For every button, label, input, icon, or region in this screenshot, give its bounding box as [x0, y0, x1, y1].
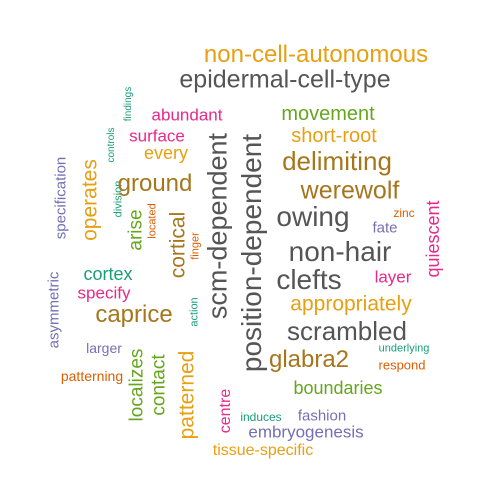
word-caprice: caprice: [95, 301, 173, 328]
word-respond: respond: [378, 357, 426, 373]
word-surface: surface: [129, 126, 185, 146]
word-arise: arise: [125, 209, 147, 251]
word-zinc: zinc: [393, 206, 415, 220]
word-movement: movement: [281, 103, 375, 125]
word-patterning: patterning: [60, 368, 124, 384]
word-specification: specification: [52, 156, 70, 240]
word-non-cell-autonomous: non-cell-autonomous: [203, 41, 429, 68]
word-fate: fate: [372, 219, 398, 237]
word-action: action: [188, 297, 201, 327]
word-embryogenesis: embryogenesis: [248, 422, 364, 442]
word-centre: centre: [217, 388, 234, 434]
word-contact: contact: [148, 354, 170, 416]
word-non-hair: non-hair: [288, 236, 392, 267]
word-ground: ground: [117, 170, 193, 197]
word-layer: layer: [374, 267, 412, 287]
word-delimiting: delimiting: [282, 146, 392, 176]
word-larger: larger: [86, 340, 122, 356]
word-short-root: short-root: [291, 125, 377, 147]
word-fashion: fashion: [297, 407, 347, 425]
word-findings: findings: [123, 86, 134, 122]
word-owing: owing: [276, 201, 350, 232]
word-cortical: cortical: [166, 211, 190, 279]
word-appropriately: appropriately: [290, 292, 412, 316]
word-specify: specify: [77, 283, 131, 303]
word-induces: induces: [240, 410, 282, 424]
word-glabra2: glabra2: [268, 346, 350, 373]
word-operates: operates: [78, 159, 102, 241]
word-patterned: patterned: [175, 350, 199, 440]
word-scrambled: scrambled: [287, 316, 407, 346]
word-finger: finger: [189, 232, 202, 260]
word-cortex: cortex: [83, 264, 133, 284]
word-asymmetric: asymmetric: [45, 271, 63, 349]
word-abundant: abundant: [151, 105, 223, 125]
word-every: every: [143, 143, 189, 163]
word-epidermal-cell-type: epidermal-cell-type: [179, 65, 391, 94]
word-tissue-specific: tissue-specific: [212, 442, 314, 459]
word-quiescent: quiescent: [423, 200, 443, 278]
word-clefts: clefts: [276, 264, 342, 295]
word-controls: controls: [106, 127, 117, 163]
word-werewolf: werewolf: [300, 176, 400, 205]
word-localizes: localizes: [126, 348, 148, 422]
word-located: located: [146, 203, 159, 239]
word-scm-dependent: scm-dependent: [202, 132, 233, 320]
word-position-dependent: position-dependent: [236, 133, 267, 373]
word-underlying: underlying: [378, 342, 430, 355]
word-boundaries: boundaries: [293, 378, 383, 398]
